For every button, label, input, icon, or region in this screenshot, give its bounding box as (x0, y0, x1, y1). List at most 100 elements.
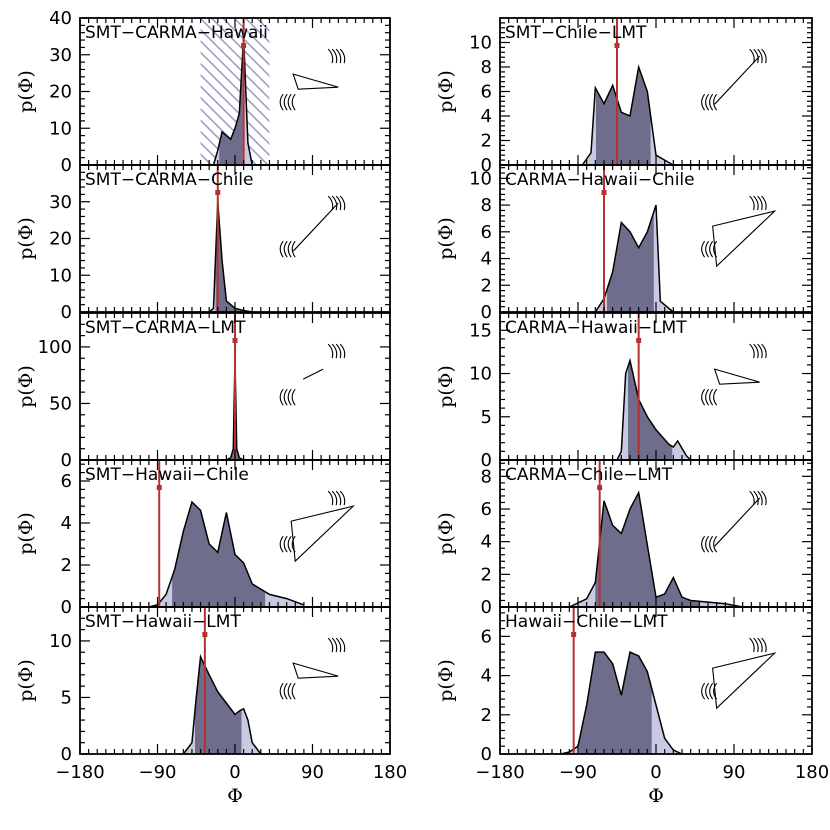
y-tick-label: 6 (481, 499, 492, 520)
y-tick-label: 6 (481, 82, 492, 103)
density-curve (182, 654, 262, 755)
baseline-triangle-sketch (279, 195, 346, 258)
density-curve (148, 500, 305, 608)
panel-title: CARMA−Hawaii−LMT (505, 318, 687, 338)
panel-6: 0 5 10 15 p(Φ) CARMA−Hawaii−LMT (435, 312, 813, 471)
y-axis-label: p(Φ) (435, 217, 457, 260)
x-tick-label: −180 (55, 762, 104, 783)
x-tick-label: 0 (229, 762, 240, 783)
density-fill-inner (219, 55, 243, 165)
x-tick-label: −90 (559, 762, 597, 783)
marker-point (215, 190, 221, 195)
y-axis-label: p(Φ) (15, 365, 37, 408)
y-axis-label: p(Φ) (435, 659, 457, 702)
x-tick-label: 180 (795, 762, 829, 783)
density-curve (581, 64, 674, 166)
density-fill-inner (607, 211, 654, 312)
panel-title: SMT−CARMA−Hawaii (85, 23, 268, 43)
y-tick-label: 4 (481, 532, 492, 553)
panel-title: Hawaii−Chile−LMT (505, 612, 668, 632)
baseline-triangle-sketch (279, 343, 346, 406)
y-tick-label: 10 (49, 631, 72, 652)
y-tick-label: 100 (38, 337, 72, 358)
marker-point (202, 632, 208, 637)
marker-point (597, 485, 603, 490)
y-axis-label: p(Φ) (15, 70, 37, 113)
baseline-triangle-sketch (279, 48, 346, 111)
x-tick-label: 180 (373, 762, 407, 783)
y-tick-label: 15 (469, 320, 492, 341)
density-fill-inner (595, 67, 651, 165)
x-axis-label: Φ (648, 785, 664, 807)
baseline-triangle-sketch (279, 637, 346, 700)
marker-point (571, 632, 577, 637)
marker-point (241, 43, 247, 48)
marker-point (232, 338, 238, 343)
y-axis-label: p(Φ) (435, 365, 457, 408)
y-tick-label: 0 (61, 450, 72, 471)
y-tick-label: 10 (469, 33, 492, 54)
y-tick-label: 5 (61, 687, 72, 708)
panel-title: CARMA−Hawaii−Chile (505, 170, 695, 190)
density-curve (616, 357, 692, 461)
y-tick-label: 10 (49, 265, 72, 286)
y-tick-label: 10 (469, 364, 492, 385)
baseline-triangle-sketch (701, 343, 767, 406)
panel-4: 0 2 4 6 8 10 p(Φ) CARMA−Hawaii−Chile (435, 164, 813, 323)
panel-10: 0 2 4 6 p(Φ) Hawaii−Chile−LMT −180 −90 0 90 180 Φ (435, 606, 829, 807)
x-tick-label: −180 (475, 762, 524, 783)
y-axis-label: p(Φ) (15, 217, 37, 260)
y-tick-label: 8 (481, 466, 492, 487)
y-tick-label: 0 (481, 155, 492, 176)
y-tick-label: 40 (49, 8, 72, 29)
y-tick-label: 0 (481, 597, 492, 618)
y-tick-label: 20 (49, 82, 72, 103)
baseline-triangle-sketch (701, 195, 777, 268)
density-fill-inner (578, 652, 652, 754)
density-fill-inner (595, 492, 700, 607)
y-tick-label: 0 (481, 744, 492, 765)
y-tick-label: 30 (49, 192, 72, 213)
x-tick-label: 0 (650, 762, 661, 783)
density-fill-inner (215, 201, 242, 312)
x-tick-label: −90 (139, 762, 177, 783)
baseline-triangle-sketch (701, 490, 767, 553)
x-tick-label: 90 (301, 762, 324, 783)
y-tick-label: 2 (481, 564, 492, 585)
y-axis-label: p(Φ) (435, 512, 457, 555)
panel-title: CARMA−Chile−LMT (505, 465, 673, 485)
panel-3: 0 10 20 30 p(Φ) SMT−CARMA−Chile (15, 164, 391, 323)
y-tick-label: 6 (481, 222, 492, 243)
y-tick-label: 2 (481, 275, 492, 296)
y-tick-label: 8 (481, 195, 492, 216)
marker-point (614, 43, 620, 48)
y-tick-label: 0 (61, 155, 72, 176)
panel-2: 0 2 4 6 8 10 p(Φ) SMT−Chile−LMT (435, 17, 813, 176)
x-axis-label: Φ (227, 785, 243, 807)
y-tick-label: 0 (481, 302, 492, 323)
y-tick-label: 0 (61, 597, 72, 618)
density-fill-inner (172, 502, 266, 607)
panel-title: SMT−CARMA−Chile (85, 170, 254, 190)
density-curve (560, 651, 683, 755)
panel-title: SMT−CARMA−LMT (85, 318, 246, 338)
y-tick-label: 2 (481, 705, 492, 726)
panel-7: 0 2 4 6 p(Φ) SMT−Hawaii−Chile (15, 459, 391, 618)
y-axis-label: p(Φ) (15, 659, 37, 702)
y-tick-label: 0 (61, 302, 72, 323)
panel-title: SMT−Chile−LMT (505, 23, 647, 43)
marker-point (636, 338, 642, 343)
y-tick-label: 4 (481, 106, 492, 127)
y-tick-label: 50 (49, 393, 72, 414)
panel-1: 0 10 20 30 40 p(Φ) SMT−CARMA−Hawaii (15, 8, 391, 176)
y-tick-label: 5 (481, 407, 492, 428)
y-tick-label: 20 (49, 229, 72, 250)
marker-point (156, 485, 162, 490)
panel-title: SMT−Hawaii−Chile (85, 465, 249, 485)
density-curve (208, 201, 253, 313)
y-tick-label: 6 (61, 471, 72, 492)
y-axis-label: p(Φ) (15, 512, 37, 555)
y-tick-label: 0 (61, 744, 72, 765)
